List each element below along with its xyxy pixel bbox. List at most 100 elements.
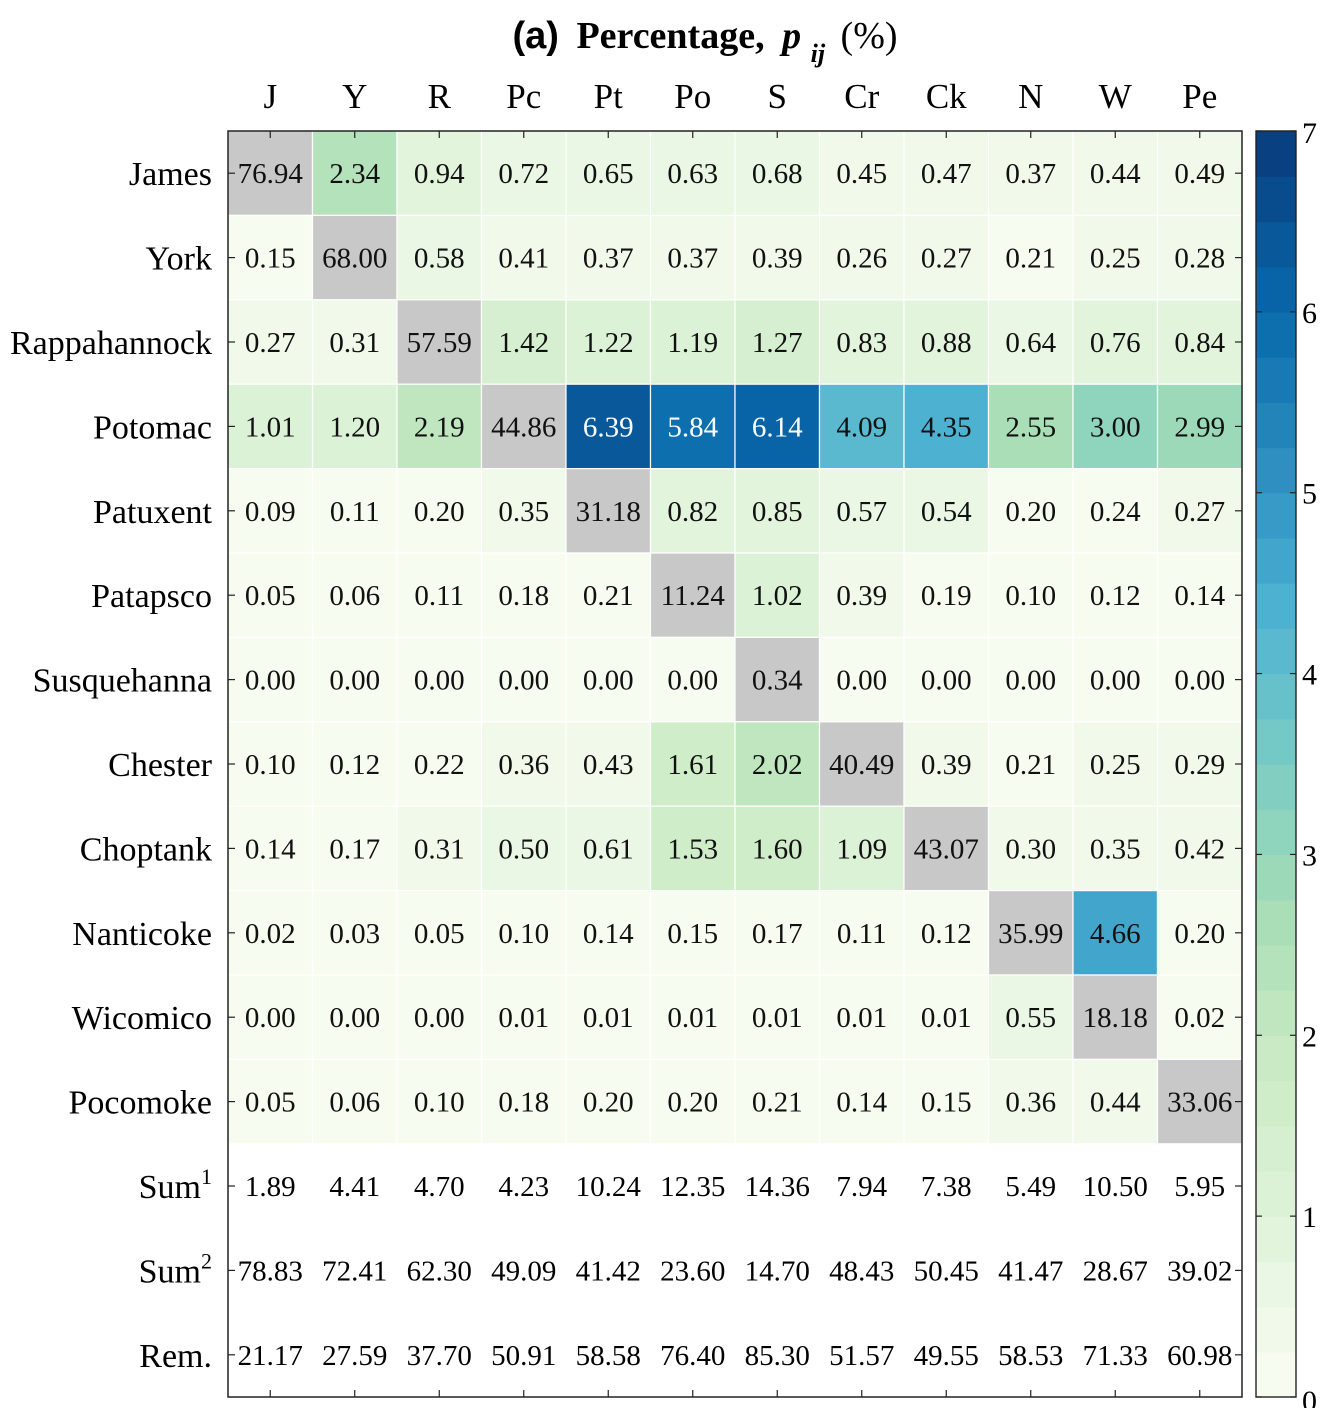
cell-value-label: 31.18: [576, 496, 641, 528]
cell-value-label: 0.43: [583, 749, 634, 781]
cell-value-label: 0.10: [414, 1087, 465, 1119]
heatmap-cell: [649, 383, 736, 470]
heatmap-cell: [1072, 889, 1159, 976]
colorbar-segment: [1256, 1306, 1296, 1353]
cell-value-label: 4.35: [921, 411, 972, 443]
cell-value-label: 0.28: [1174, 243, 1225, 275]
summary-row-label: Rem.: [139, 1338, 212, 1375]
cell-value-label: 0.12: [329, 749, 380, 781]
chart-title-symbol: p: [779, 15, 801, 57]
heatmap-cell: [649, 552, 736, 639]
cell-value-label: 2.19: [414, 411, 465, 443]
summary-value-label: 37.70: [407, 1340, 472, 1372]
column-tick-label: W: [1099, 77, 1132, 116]
heatmap-cell: [649, 974, 736, 1061]
heatmap-cell: [734, 468, 821, 554]
summary-value-label: 5.95: [1174, 1171, 1225, 1203]
cell-value-label: 0.41: [498, 243, 549, 275]
cell-value-label: 0.00: [583, 665, 634, 697]
heatmap-cell: [987, 1058, 1074, 1145]
cell-value-label: 6.39: [583, 411, 634, 443]
colorbar-frame: [1255, 130, 1297, 1398]
heatmap-cell: [649, 468, 736, 554]
cell-value-label: 0.37: [667, 243, 718, 275]
colorbar-segment: [1256, 1170, 1296, 1217]
colorbar-tick-label: 6: [1302, 297, 1317, 330]
colorbar-segment: [1256, 809, 1296, 856]
cell-value-label: 1.22: [583, 327, 634, 359]
heatmap-cell: [649, 130, 736, 217]
colorbar-tick-label: 0: [1302, 1385, 1317, 1408]
cell-value-label: 1.19: [667, 327, 718, 359]
heatmap-cell: [227, 721, 314, 807]
column-tick-label: N: [1018, 77, 1043, 116]
heatmap-cell: [818, 468, 905, 554]
cell-value-label: 0.15: [667, 918, 718, 950]
cell-value-label: 0.35: [498, 496, 549, 528]
colorbar-segment: [1256, 764, 1296, 810]
row-tick-label: Susquehanna: [33, 663, 212, 700]
summary-value-label: 1.89: [245, 1171, 296, 1203]
cell-value-label: 0.22: [414, 749, 465, 781]
cell-value-label: 76.94: [238, 158, 304, 190]
cell-value-label: 0.25: [1090, 243, 1141, 275]
cell-value-label: 0.00: [1005, 665, 1056, 697]
cell-value-label: 35.99: [998, 918, 1063, 950]
heatmap-cell: [1072, 636, 1159, 723]
cell-value-label: 1.61: [667, 749, 718, 781]
cell-value-label: 2.34: [329, 158, 380, 190]
cell-value-label: 0.03: [329, 918, 380, 950]
heatmap-cell: [903, 552, 990, 639]
heatmap-cell: [818, 889, 905, 976]
colorbar-segment: [1256, 447, 1296, 494]
cell-value-label: 5.84: [667, 411, 718, 443]
heatmap-cell: [649, 214, 736, 301]
cell-value-label: 4.66: [1090, 918, 1141, 950]
summary-value-label: 39.02: [1167, 1255, 1232, 1287]
heatmap-cell: [903, 214, 990, 301]
cell-value-label: 0.02: [1174, 1002, 1225, 1034]
cell-value-label: 6.14: [752, 411, 803, 443]
cell-value-label: 0.18: [498, 1087, 549, 1119]
heatmap-cell: [903, 805, 990, 892]
summary-value-label: 62.30: [407, 1255, 472, 1287]
heatmap-cell: [818, 130, 905, 217]
cell-value-label: 0.44: [1090, 158, 1141, 190]
cell-value-label: 0.05: [245, 1087, 296, 1119]
cell-value-label: 0.21: [752, 1087, 803, 1119]
column-tick-label: Y: [342, 77, 367, 116]
chart-title-subscript: ij: [811, 39, 826, 68]
heatmap-cell: [1156, 636, 1243, 723]
cell-value-label: 57.59: [407, 327, 472, 359]
summary-value-label: 28.67: [1083, 1255, 1148, 1287]
colorbar-tick-label: 7: [1302, 117, 1317, 150]
cell-value-label: 0.37: [583, 243, 634, 275]
cell-value-label: 0.00: [414, 665, 465, 697]
colorbar-tick-label: 1: [1302, 1201, 1317, 1234]
heatmap-cell: [565, 468, 652, 554]
cell-value-label: 0.27: [921, 243, 972, 275]
heatmap-cell: [480, 130, 567, 217]
heatmap-cell: [565, 721, 652, 807]
heatmap-cell: [311, 1058, 398, 1145]
colorbar-segment: [1256, 1216, 1296, 1262]
row-tick-label: Choptank: [80, 831, 212, 868]
summary-value-label: 23.60: [660, 1255, 725, 1287]
summary-value-label: 10.24: [576, 1171, 642, 1203]
colorbar-tick-label: 2: [1302, 1020, 1317, 1053]
colorbar-segment: [1256, 673, 1296, 720]
cell-value-label: 0.31: [329, 327, 380, 359]
cell-value-label: 0.15: [921, 1087, 972, 1119]
cell-value-label: 0.49: [1174, 158, 1225, 190]
cell-value-label: 0.00: [245, 665, 296, 697]
column-tick-label: S: [768, 77, 787, 116]
heatmap-cell: [734, 805, 821, 892]
heatmap-cell: [396, 468, 483, 554]
heatmap-cell: [818, 805, 905, 892]
cell-value-label: 0.47: [921, 158, 972, 190]
summary-value-label: 14.70: [745, 1255, 810, 1287]
cell-value-label: 0.00: [921, 665, 972, 697]
heatmap-cell: [649, 805, 736, 892]
